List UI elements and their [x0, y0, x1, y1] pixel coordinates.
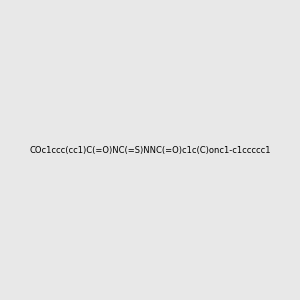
- Text: COc1ccc(cc1)C(=O)NC(=S)NNC(=O)c1c(C)onc1-c1ccccc1: COc1ccc(cc1)C(=O)NC(=S)NNC(=O)c1c(C)onc1…: [29, 146, 271, 154]
